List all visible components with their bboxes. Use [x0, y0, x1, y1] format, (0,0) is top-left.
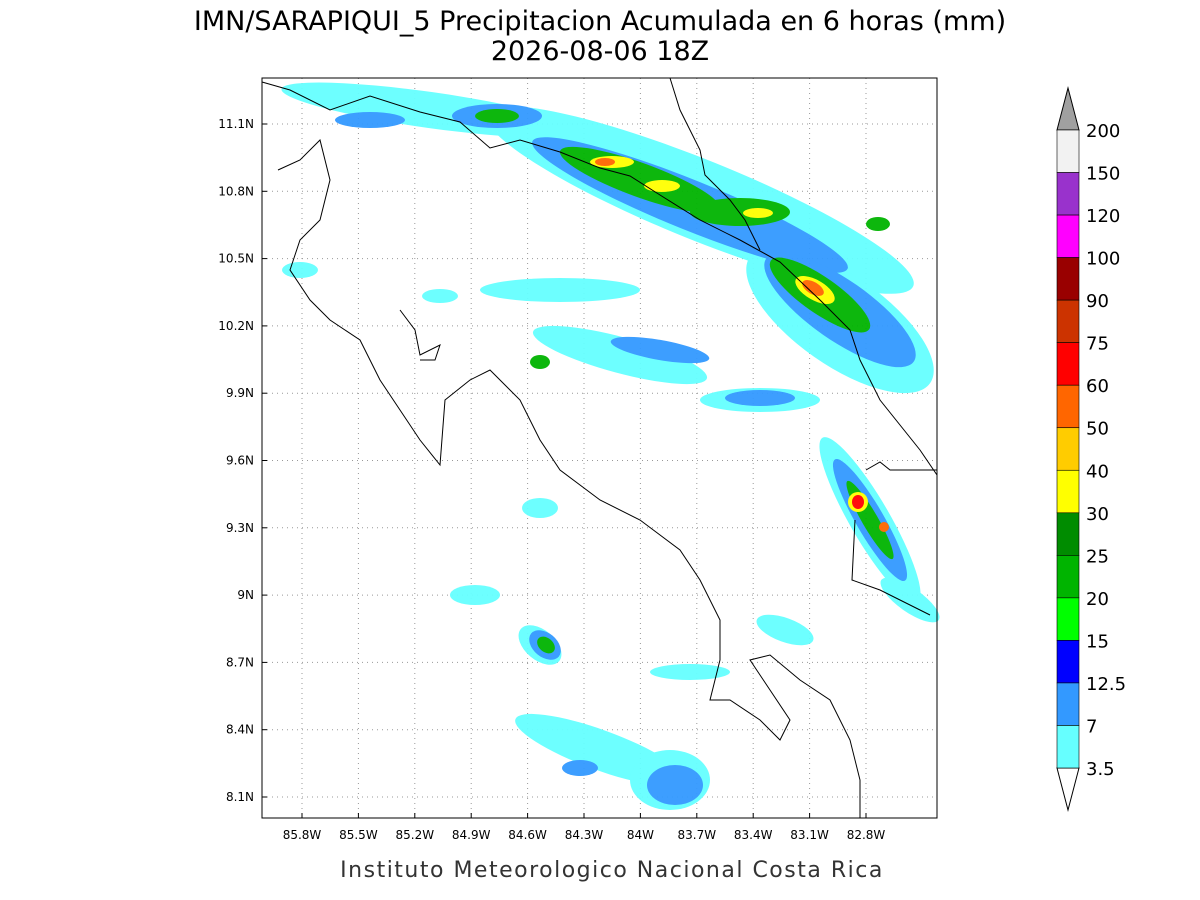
lat-label: 8.7N	[226, 655, 254, 669]
lon-label: 83.1W	[790, 828, 829, 842]
axes: 85.8W 85.5W 85.2W 84.9W 84.6W 84.3W 84W 83.7W 83…	[218, 117, 885, 842]
colorbar-box	[1056, 214, 1080, 258]
colorbar-label: 25	[1086, 546, 1109, 567]
colorbar-box	[1056, 640, 1080, 684]
coastline	[261, 77, 938, 818]
colorbar-label: 150	[1086, 164, 1120, 185]
footer: Instituto Meteorologico Nacional Costa R…	[340, 858, 884, 883]
lat-label: 10.2N	[218, 319, 254, 333]
lon-label: 85.2W	[396, 828, 435, 842]
colorbar-label: 100	[1086, 249, 1120, 270]
colorbar-label: 90	[1086, 291, 1109, 312]
lon-label: 82.8W	[847, 828, 886, 842]
colorbar-box	[1056, 342, 1080, 386]
colorbar-label: 30	[1086, 504, 1109, 525]
lat-label: 9.6N	[226, 454, 254, 468]
colorbar-label: 7	[1086, 716, 1097, 737]
colorbar-box	[1056, 682, 1080, 726]
colorbar-box	[1056, 172, 1080, 216]
colorbar-box	[1056, 427, 1080, 471]
lon-label: 84.9W	[452, 828, 491, 842]
subtitle: 2026-08-06 18Z	[491, 36, 709, 67]
lat-label: 9.3N	[226, 521, 254, 535]
colorbar-label: 75	[1086, 334, 1109, 355]
lat-label: 8.1N	[226, 790, 254, 804]
colorbar-label: 60	[1086, 376, 1109, 397]
colorbar-box	[1056, 384, 1080, 429]
lat-label: 10.8N	[218, 184, 254, 198]
colorbar-label: 40	[1086, 461, 1109, 482]
colorbar-box	[1056, 597, 1080, 641]
colorbar-label: 200	[1086, 121, 1120, 142]
colorbar-box	[1056, 512, 1080, 556]
plot-frame	[261, 77, 938, 819]
lon-label: 84.6W	[508, 828, 547, 842]
colorbar-box	[1056, 555, 1080, 599]
colorbar-label: 120	[1086, 206, 1120, 227]
lat-label: 8.4N	[226, 723, 254, 737]
colorbar-box	[1056, 257, 1080, 301]
lon-label: 83.7W	[678, 828, 717, 842]
lon-label: 85.5W	[339, 828, 378, 842]
lon-label: 84.3W	[565, 828, 604, 842]
colorbar: 200 150 120 100 90 75 60 50 40 30 25 20 15 12.5 7 3.5	[1056, 86, 1126, 812]
colorbar-box	[1056, 299, 1080, 343]
colorbar-box	[1056, 469, 1080, 514]
colorbar-under	[1056, 767, 1080, 812]
title: IMN/SARAPIQUI_5 Precipitacion Acumulada …	[194, 6, 1006, 37]
lat-label: 9N	[237, 588, 254, 602]
map-plot	[261, 77, 940, 819]
colorbar-label: 50	[1086, 419, 1109, 440]
colorbar-label: 15	[1086, 631, 1109, 652]
colorbar-label: 20	[1086, 589, 1109, 610]
colorbar-box	[1056, 129, 1080, 173]
grid	[262, 78, 937, 818]
lat-label: 10.5N	[218, 252, 254, 266]
colorbar-label: 12.5	[1086, 674, 1126, 695]
lon-label: 83.4W	[734, 828, 773, 842]
colorbar-over	[1056, 86, 1080, 131]
lat-label: 11.1N	[218, 117, 254, 131]
colorbar-box	[1056, 725, 1080, 769]
lon-label: 85.8W	[283, 828, 322, 842]
colorbar-label: 3.5	[1086, 759, 1115, 780]
lat-label: 9.9N	[226, 386, 254, 400]
lon-label: 84W	[627, 828, 654, 842]
